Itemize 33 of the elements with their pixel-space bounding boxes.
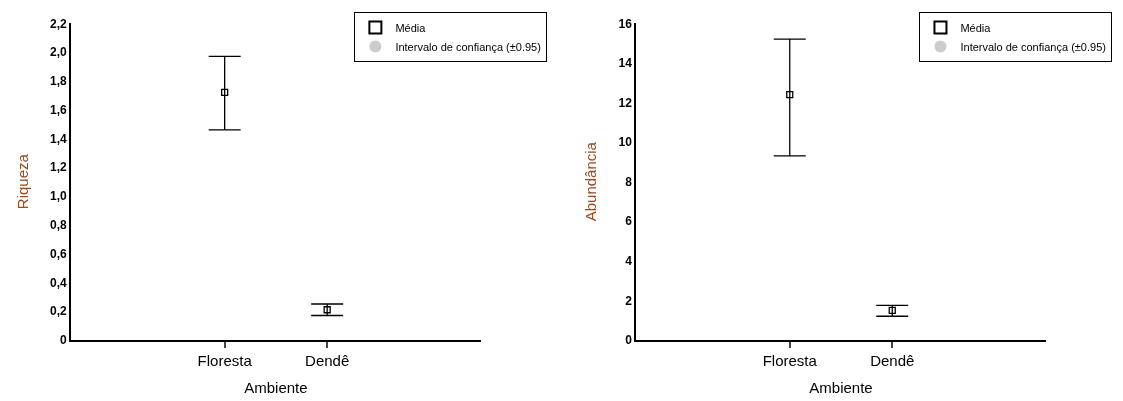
y-tick-label: 12 [618, 95, 633, 110]
y-tick-label: 1,6 [50, 102, 68, 117]
y-axis-title: Riqueza [13, 153, 31, 210]
y-tick-label: 8 [625, 174, 633, 189]
y-tick-label: 1,0 [50, 189, 68, 204]
y-tick-label: 0,2 [50, 304, 68, 319]
legend-label: Média [395, 21, 427, 34]
y-tick-label: 2,2 [50, 16, 68, 31]
legend-label: Média [960, 21, 992, 34]
y-tick-label: 4 [625, 254, 633, 269]
y-tick-label: 0 [625, 333, 633, 348]
y-tick-label: 0 [60, 333, 68, 348]
y-tick-label: 1,8 [50, 74, 68, 89]
x-tick-label: Dendê [870, 351, 915, 369]
x-tick-label: Floresta [197, 351, 253, 369]
x-tick-label: Floresta [762, 351, 818, 369]
y-tick-label: 1,4 [50, 131, 68, 146]
y-tick-label: 2 [625, 293, 633, 308]
y-tick-label: 10 [618, 135, 633, 150]
x-axis-title: Ambiente [809, 379, 873, 397]
x-tick-label: Dendê [305, 351, 350, 369]
y-tick-label: 2,0 [50, 45, 68, 60]
y-tick-label: 0,6 [50, 246, 68, 261]
y-tick-label: 16 [618, 16, 633, 31]
y-tick-label: 1,2 [50, 160, 68, 175]
y-tick-label: 14 [618, 56, 633, 71]
y-tick-label: 0,8 [50, 218, 68, 233]
text: Intervalo de confiança (±0.95) [395, 40, 541, 53]
y-axis-title: Abundância [582, 141, 600, 222]
x-axis-title: Ambiente [244, 379, 308, 397]
y-tick-label: 0,4 [50, 275, 68, 290]
text: Intervalo de confiança (±0.95) [960, 40, 1106, 53]
y-tick-label: 6 [625, 214, 633, 229]
